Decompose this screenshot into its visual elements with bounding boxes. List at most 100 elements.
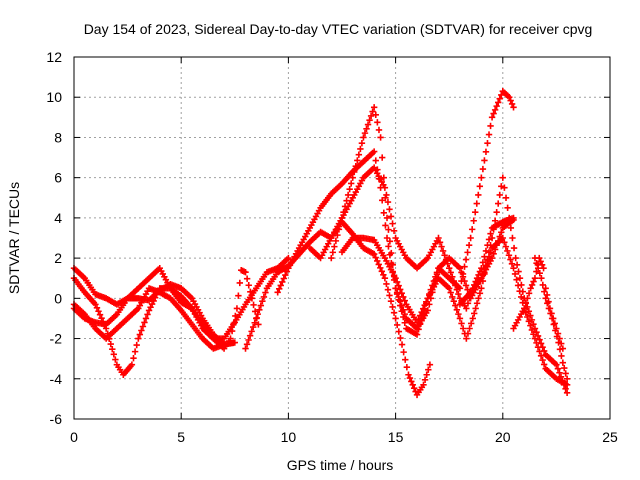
data-point: [387, 213, 395, 220]
data-point: [396, 286, 404, 293]
data-point: [496, 95, 503, 102]
data-point: [390, 227, 398, 235]
data-point: [420, 381, 427, 389]
data-point: [481, 157, 488, 164]
data-point: [453, 306, 461, 314]
data-point: [357, 145, 364, 153]
x-tick-label: 20: [495, 429, 511, 445]
data-point: [482, 247, 490, 255]
data-point: [135, 335, 142, 342]
data-point: [540, 361, 548, 368]
data-point: [400, 313, 407, 321]
data-point: [245, 336, 252, 344]
data-point: [352, 162, 359, 170]
data-series-5: [242, 218, 434, 399]
data-point: [361, 129, 369, 137]
data-point: [563, 381, 571, 389]
data-point: [256, 306, 263, 314]
data-point: [421, 302, 428, 309]
data-point: [340, 208, 347, 216]
data-point: [463, 335, 470, 342]
data-point: [507, 224, 515, 232]
data-point: [561, 364, 568, 372]
data-point: [467, 234, 474, 242]
data-point: [551, 320, 558, 327]
data-point: [329, 249, 337, 256]
data-point: [537, 352, 545, 359]
data-point: [355, 151, 363, 158]
data-point: [504, 204, 511, 212]
data-point: [459, 325, 467, 332]
data-point: [510, 264, 517, 272]
data-point: [259, 298, 266, 305]
data-series-10: [456, 234, 571, 389]
data-series-8: [328, 87, 517, 338]
data-point: [496, 191, 503, 199]
data-point: [409, 381, 416, 389]
data-point: [473, 200, 480, 207]
data-point: [328, 254, 335, 262]
data-point: [524, 313, 531, 321]
data-point: [372, 111, 379, 119]
data-point: [235, 292, 242, 299]
y-axis-label: SDTVAR / TECUs: [6, 182, 22, 294]
x-tick-label: 10: [281, 429, 297, 445]
data-point: [528, 281, 536, 289]
data-point: [398, 341, 406, 348]
data-point: [436, 239, 444, 246]
data-point: [277, 282, 284, 289]
y-tick-label: -6: [50, 411, 63, 427]
data-point: [280, 275, 288, 282]
data-point: [96, 311, 104, 318]
data-point: [351, 168, 358, 176]
data-point: [233, 305, 241, 312]
data-point: [341, 203, 349, 210]
data-point: [499, 234, 506, 242]
series-layer: [70, 87, 571, 399]
data-point: [545, 305, 553, 312]
data-point: [502, 243, 510, 250]
data-point: [257, 302, 265, 309]
data-point: [379, 197, 386, 204]
data-point: [517, 293, 525, 301]
data-point: [406, 374, 414, 382]
data-point: [506, 94, 513, 101]
data-point: [138, 327, 145, 334]
grid-layer: [74, 57, 610, 419]
data-point: [107, 340, 114, 348]
data-point: [379, 154, 386, 161]
data-series-12: [531, 254, 571, 382]
data-point: [243, 341, 251, 348]
data-point: [372, 157, 379, 164]
data-point: [472, 208, 479, 216]
data-point: [408, 378, 415, 385]
data-point: [388, 249, 395, 257]
data-point: [542, 295, 549, 302]
data-point: [442, 256, 450, 263]
data-point: [490, 226, 497, 233]
y-tick-label: -2: [50, 331, 63, 347]
data-point: [243, 275, 251, 282]
data-point: [377, 264, 384, 272]
data-point: [495, 99, 502, 106]
data-point: [485, 236, 493, 243]
data-point: [439, 247, 447, 255]
data-point: [381, 275, 389, 282]
data-point: [385, 226, 392, 233]
data-point: [247, 288, 254, 295]
y-tick-label: 2: [54, 250, 62, 266]
data-point: [533, 259, 540, 267]
data-point: [491, 217, 499, 224]
data-point: [370, 148, 378, 155]
data-point: [464, 249, 471, 256]
data-point: [128, 361, 136, 368]
data-point: [516, 275, 524, 282]
data-point: [425, 366, 432, 373]
data-point: [522, 300, 530, 307]
data-point: [484, 257, 491, 265]
data-point: [511, 270, 519, 278]
data-point: [389, 220, 396, 227]
data-point: [528, 326, 536, 334]
data-point: [550, 321, 557, 328]
